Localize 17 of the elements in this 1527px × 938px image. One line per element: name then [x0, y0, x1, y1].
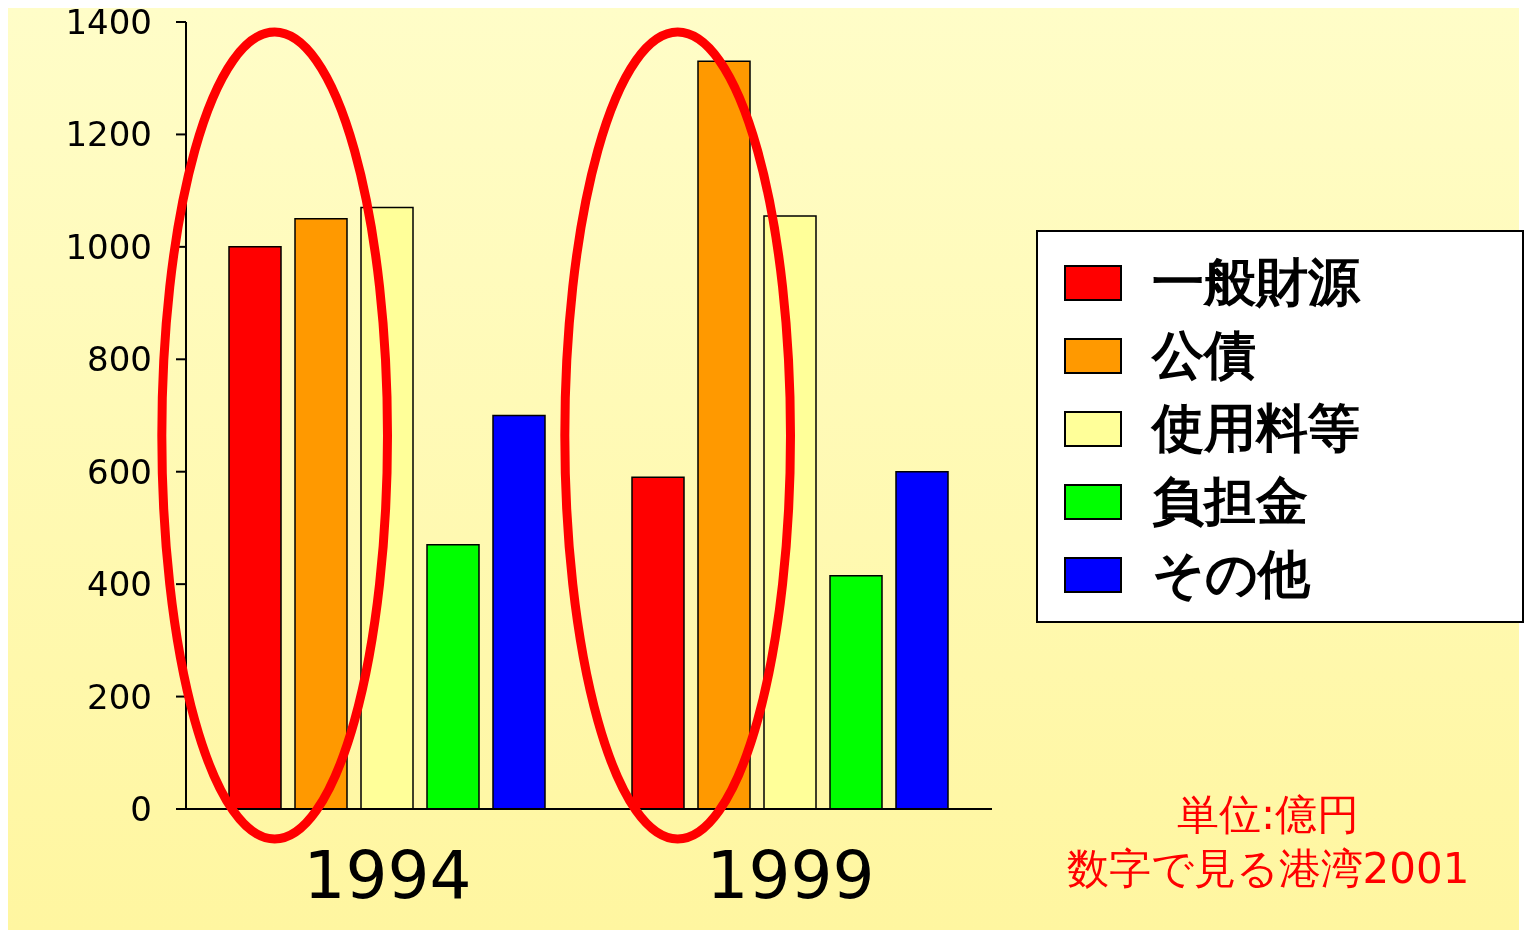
legend-label: 一般財源	[1152, 250, 1360, 314]
legend-label: 負担金	[1152, 469, 1308, 533]
y-tick-label: 0	[130, 789, 152, 830]
y-tick-label: 800	[87, 339, 152, 380]
legend-label: その他	[1152, 542, 1310, 606]
y-tick-label: 1400	[65, 2, 152, 43]
y-tick-label: 200	[87, 676, 152, 717]
legend-label: 公債	[1152, 323, 1256, 387]
y-tick-label: 1200	[65, 114, 152, 155]
x-tick-label: 1994	[303, 836, 472, 914]
y-tick-label: 1000	[65, 226, 152, 267]
y-tick-label: 400	[87, 564, 152, 605]
text: 単位:億円	[1175, 789, 1361, 841]
y-tick-label: 600	[87, 451, 152, 492]
x-tick-label: 1999	[706, 836, 875, 914]
text: 数字で見る港湾2001	[1065, 843, 1471, 895]
legend-label: 使用料等	[1152, 396, 1360, 460]
